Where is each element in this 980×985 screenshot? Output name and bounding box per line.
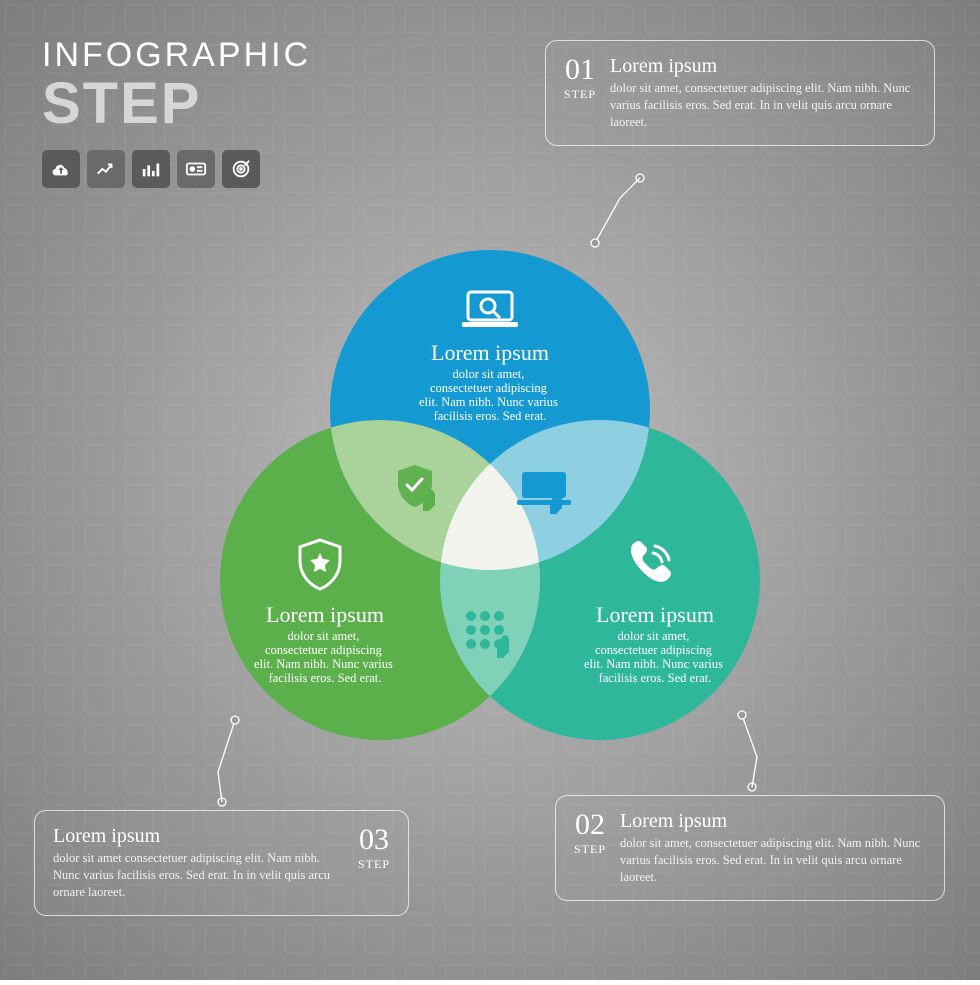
step-label: STEP [574,842,606,857]
bar-chart-icon [132,150,170,188]
callout-body: dolor sit amet, consectetuer adipiscing … [610,80,916,131]
venn-diagram: Lorem ipsum dolor sit amet, consectetuer… [180,230,800,800]
title-line1: INFOGRAPHIC [42,36,311,75]
id-card-icon [177,150,215,188]
step-number: 03 [358,825,390,855]
target-icon [222,150,260,188]
callout-body: dolor sit amet consectetuer adipiscing e… [53,850,344,901]
callout-step-1: 01 STEP Lorem ipsum dolor sit amet, cons… [545,40,935,146]
page-title: INFOGRAPHIC STEP [42,36,311,133]
header-icon-row [42,150,260,188]
venn-top-title: Lorem ipsum [431,340,549,365]
title-line2: STEP [42,75,311,133]
venn-right-title: Lorem ipsum [596,602,714,627]
step-label: STEP [564,87,596,102]
callout-title: Lorem ipsum [53,825,344,848]
callout-step-3: Lorem ipsum dolor sit amet consectetuer … [34,810,409,916]
callout-step-2: 02 STEP Lorem ipsum dolor sit amet, cons… [555,795,945,901]
callout-title: Lorem ipsum [620,810,926,833]
venn-left-title: Lorem ipsum [266,602,384,627]
cloud-upload-icon [42,150,80,188]
callout-body: dolor sit amet, consectetuer adipiscing … [620,835,926,886]
callout-title: Lorem ipsum [610,55,916,78]
chart-up-icon [87,150,125,188]
step-number: 02 [574,810,606,840]
infographic-canvas: INFOGRAPHIC STEP [0,0,980,980]
step-number: 01 [564,55,596,85]
step-label: STEP [358,857,390,872]
